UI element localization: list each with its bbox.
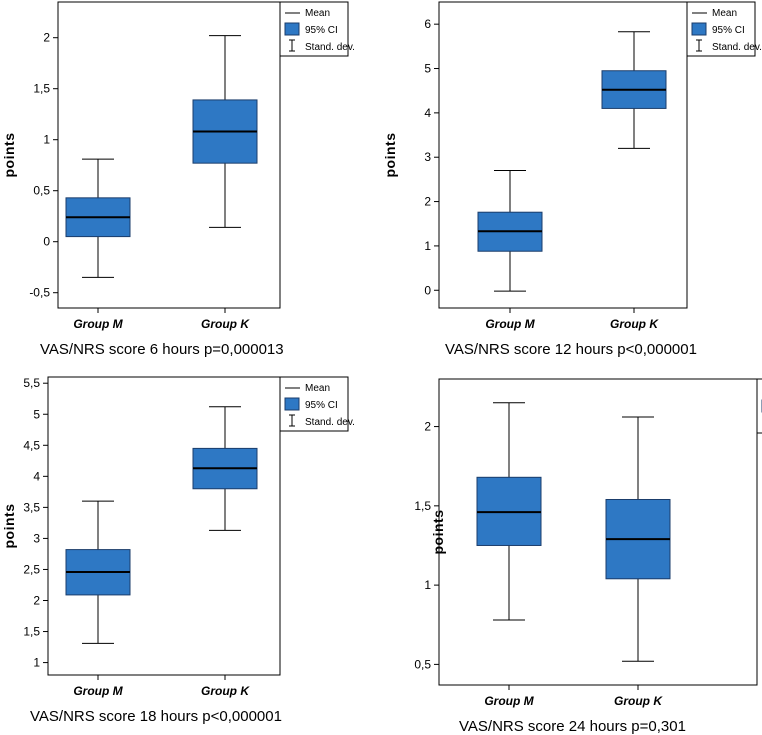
legend: Mean 95% CI Stand. dev. bbox=[686, 1, 762, 57]
legend-sd-label: Stand. dev. bbox=[305, 417, 355, 428]
box-group-k bbox=[192, 35, 258, 228]
box-plot-group bbox=[476, 402, 671, 662]
y-tick-label: 3 bbox=[33, 531, 40, 545]
legend-mean-label: Mean bbox=[305, 8, 330, 19]
plot-frame bbox=[438, 1, 688, 309]
chart-panel-6h: -0,5 0 0,5 1 1,5 2 Group M Group K Mean 95% CI St… bbox=[1, 1, 355, 358]
legend-sd-label: Stand. dev. bbox=[305, 42, 355, 53]
y-tick-label: 5 bbox=[424, 62, 431, 76]
y-tick-label: 2 bbox=[43, 31, 50, 45]
y-tick-label: 2 bbox=[33, 594, 40, 608]
x-tick-label: Group K bbox=[610, 317, 659, 331]
box-plot-group bbox=[65, 35, 258, 278]
y-tick-label: 4,5 bbox=[23, 438, 40, 452]
plot-frame-group bbox=[47, 376, 281, 676]
y-axis: 1 1,5 2 2,5 3 3,5 4 4,5 5 5,5 Group M Group K bbox=[23, 376, 250, 698]
box-group-k bbox=[192, 406, 258, 531]
legend: Mean 95% CI Stand. dev. bbox=[279, 376, 355, 432]
y-tick-label: 3,5 bbox=[23, 500, 40, 514]
legend-mean-label: Mean bbox=[305, 383, 330, 394]
legend-ci-swatch bbox=[284, 397, 300, 411]
y-tick-label: 4 bbox=[424, 106, 431, 120]
legend-ci-swatch bbox=[284, 22, 300, 36]
y-tick-label: 0 bbox=[424, 283, 431, 297]
legend-mean-label: Mean bbox=[712, 8, 737, 19]
y-tick-label: 1 bbox=[33, 656, 40, 670]
y-axis-label: points bbox=[382, 133, 398, 178]
x-tick-label: Group M bbox=[73, 684, 123, 698]
chart-caption: VAS/NRS score 24 hours p=0,301 bbox=[459, 718, 686, 735]
y-tick-label: 0,5 bbox=[414, 657, 431, 671]
chart-panel-18h: 1 1,5 2 2,5 3 3,5 4 4,5 5 5,5 Group M Group K Mean 9… bbox=[1, 376, 355, 725]
box-plot-group bbox=[65, 406, 258, 644]
x-tick-label: Group M bbox=[73, 317, 123, 331]
y-axis: 0,5 1 1,5 2 Group M Group K bbox=[414, 420, 663, 708]
legend-frame bbox=[756, 378, 762, 434]
y-tick-label: 0 bbox=[43, 235, 50, 249]
y-tick-label: 1 bbox=[424, 239, 431, 253]
x-tick-label: Group K bbox=[201, 317, 250, 331]
plot-frame-group bbox=[438, 1, 688, 309]
x-tick-label: Group K bbox=[201, 684, 250, 698]
y-tick-label: 1,5 bbox=[23, 625, 40, 639]
chart-panel-12h: 0 1 2 3 4 5 6 Group M Group K Mean 95% CI Stand. d… bbox=[382, 1, 762, 358]
plot-frame bbox=[47, 376, 281, 676]
chart-caption: VAS/NRS score 6 hours p=0,000013 bbox=[40, 341, 284, 358]
y-tick-label: 3 bbox=[424, 150, 431, 164]
legend-ci-swatch bbox=[691, 22, 707, 36]
chart-caption: VAS/NRS score 18 hours p<0,000001 bbox=[30, 708, 282, 725]
y-axis: 0 1 2 3 4 5 6 Group M Group K bbox=[424, 17, 659, 331]
legend-ci-label: 95% CI bbox=[305, 25, 338, 36]
y-tick-label: 2 bbox=[424, 195, 431, 209]
chart-caption: VAS/NRS score 12 hours p<0,000001 bbox=[445, 341, 697, 358]
y-axis-label: points bbox=[1, 504, 17, 549]
y-tick-label: 0,5 bbox=[33, 184, 50, 198]
legend: Mean 95% CI Stand. dev. bbox=[279, 1, 355, 57]
box-group-k bbox=[601, 31, 667, 149]
x-tick-label: Group M bbox=[485, 317, 535, 331]
box-group-m bbox=[65, 500, 131, 644]
box-plot-group bbox=[477, 31, 667, 292]
y-tick-label: 6 bbox=[424, 17, 431, 31]
y-tick-label: 1 bbox=[43, 133, 50, 147]
box-group-m bbox=[476, 402, 542, 621]
box-group-m bbox=[477, 170, 543, 292]
legend-sd-label: Stand. dev. bbox=[712, 42, 762, 53]
y-tick-label: 2 bbox=[424, 420, 431, 434]
box-group-k bbox=[605, 416, 671, 662]
y-tick-label: 5,5 bbox=[23, 376, 40, 390]
y-axis-label: points bbox=[430, 510, 446, 555]
y-tick-label: 1 bbox=[424, 578, 431, 592]
y-axis-label: points bbox=[1, 133, 17, 178]
y-tick-label: 1,5 bbox=[414, 499, 431, 513]
y-tick-label: 4 bbox=[33, 469, 40, 483]
y-tick-label: 2,5 bbox=[23, 562, 40, 576]
y-tick-label: 5 bbox=[33, 407, 40, 421]
y-tick-label: -0,5 bbox=[29, 286, 50, 300]
x-tick-label: Group M bbox=[484, 694, 534, 708]
legend-ci-label: 95% CI bbox=[305, 400, 338, 411]
legend-ci-label: 95% CI bbox=[712, 25, 745, 36]
box-group-m bbox=[65, 158, 131, 278]
x-tick-label: Group K bbox=[614, 694, 663, 708]
y-axis: -0,5 0 0,5 1 1,5 2 Group M Group K bbox=[29, 31, 250, 331]
y-tick-label: 1,5 bbox=[33, 82, 50, 96]
